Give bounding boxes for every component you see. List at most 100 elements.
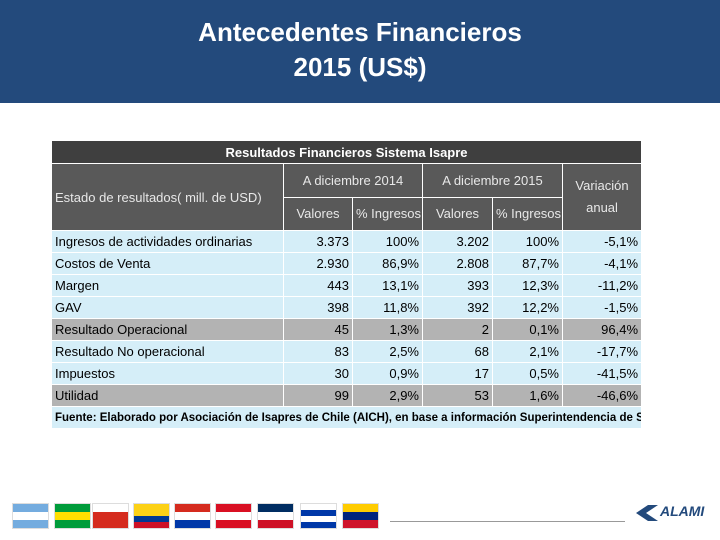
cell: 3.202: [422, 230, 493, 253]
cell: -46,6%: [561, 384, 643, 407]
cell: 12,3%: [492, 274, 563, 297]
cell: -4,1%: [561, 252, 643, 275]
sub-header: Valores: [283, 196, 353, 231]
flag-stripe: [134, 510, 169, 516]
group-header: A diciembre 2014: [283, 163, 423, 198]
group-header: A diciembre 2015: [422, 163, 563, 198]
results-table: Resultados Financieros Sistema Isapre Es…: [50, 140, 643, 429]
flag: [174, 503, 211, 529]
flag-stripe: [13, 520, 48, 528]
flag-stripe: [134, 516, 169, 522]
cell: Margen: [51, 274, 284, 297]
cell: 2,9%: [352, 384, 423, 407]
cell: 1,3%: [352, 318, 423, 341]
cell: 398: [283, 296, 353, 319]
logo-icon: [636, 505, 658, 521]
cell: 53: [422, 384, 493, 407]
table-row: Resultado No operacional 83 2,5% 68 2,1% -17,…: [51, 340, 643, 363]
cell: 3.373: [283, 230, 353, 253]
logo: ALAMI: [660, 503, 705, 519]
flag-stripe: [216, 520, 251, 528]
flag: [54, 503, 91, 529]
flag: [92, 503, 129, 529]
table-row: Utilidad 99 2,9% 53 1,6% -46,6%: [51, 384, 643, 407]
flag: [215, 503, 252, 529]
title: 2015 (US$): [293, 52, 427, 82]
cell: 0,9%: [352, 362, 423, 385]
cell: -5,1%: [561, 230, 643, 253]
table-row: Resultado Operacional 45 1,3% 2 0,1% 96,4%: [51, 318, 643, 341]
cell: Utilidad: [51, 384, 284, 407]
cell: 87,7%: [492, 252, 563, 275]
cell: 2,5%: [352, 340, 423, 363]
row-header: Estado de resultados( mill. de USD): [51, 163, 284, 231]
cell: -11,2%: [561, 274, 643, 297]
table-row: GAV 398 11,8% 392 12,2% -1,5%: [51, 296, 643, 319]
source: Fuente: Elaborado por Asociación de Isap…: [50, 406, 643, 429]
cell: 392: [422, 296, 493, 319]
cell: 11,8%: [352, 296, 423, 319]
cell: Costos de Venta: [51, 252, 284, 275]
flag-stripe: [175, 512, 210, 520]
flag-stripe: [93, 520, 128, 528]
flag-stripe: [216, 504, 251, 512]
flag-stripe: [13, 504, 48, 512]
table-row: Impuestos 30 0,9% 17 0,5% -41,5%: [51, 362, 643, 385]
cell: 45: [283, 318, 353, 341]
flag-stripe: [175, 504, 210, 512]
flag-stripe: [258, 512, 293, 520]
flag-stripe: [93, 512, 128, 520]
header: Antecedentes Financieros 2015 (US$): [0, 0, 720, 103]
cell: 0,1%: [492, 318, 563, 341]
cell: 2.808: [422, 252, 493, 275]
cell: Impuestos: [51, 362, 284, 385]
cell: 2: [422, 318, 493, 341]
flag-stripe: [55, 520, 90, 528]
flag-stripe: [55, 512, 90, 520]
cell: 13,1%: [352, 274, 423, 297]
flag-stripe: [343, 512, 378, 520]
cell: 30: [283, 362, 353, 385]
table-row: Costos de Venta 2.930 86,9% 2.808 87,7% -4,1%: [51, 252, 643, 275]
cell: Resultado Operacional: [51, 318, 284, 341]
cell: 100%: [492, 230, 563, 253]
cell: 2,1%: [492, 340, 563, 363]
flag-stripe: [55, 504, 90, 512]
sub-header: % Ingresos: [492, 196, 563, 231]
flag-stripe: [258, 504, 293, 512]
cell: -1,5%: [561, 296, 643, 319]
flag-stripe: [216, 512, 251, 520]
cell: 86,9%: [352, 252, 423, 275]
cell: 99: [283, 384, 353, 407]
flag-stripe: [301, 516, 336, 522]
cell: GAV: [51, 296, 284, 319]
flag-stripe: [301, 522, 336, 528]
cell: 100%: [352, 230, 423, 253]
cell: 83: [283, 340, 353, 363]
divider: [390, 521, 625, 522]
flag-stripe: [301, 504, 336, 510]
flag-stripe: [134, 504, 169, 510]
flag-stripe: [343, 504, 378, 512]
flag: [257, 503, 294, 529]
cell: 2.930: [283, 252, 353, 275]
table-row: Margen 443 13,1% 393 12,3% -11,2%: [51, 274, 643, 297]
table-title: Resultados Financieros Sistema Isapre: [50, 140, 643, 164]
flag-stripe: [301, 510, 336, 516]
sub-header: % Ingresos: [352, 196, 423, 231]
cell: -17,7%: [561, 340, 643, 363]
flag: [342, 503, 379, 529]
cell: 443: [283, 274, 353, 297]
cell: 17: [422, 362, 493, 385]
flag-stripe: [134, 522, 169, 528]
cell: 393: [422, 274, 493, 297]
cell: Resultado No operacional: [51, 340, 284, 363]
title: Antecedentes Financieros: [198, 17, 522, 47]
flag: [300, 503, 337, 529]
flag-stripe: [175, 520, 210, 528]
cell: 68: [422, 340, 493, 363]
sub-header: Valores: [422, 196, 493, 231]
source-row: Fuente: Elaborado por Asociación de Isap…: [50, 406, 643, 429]
flag-stripe: [13, 512, 48, 520]
